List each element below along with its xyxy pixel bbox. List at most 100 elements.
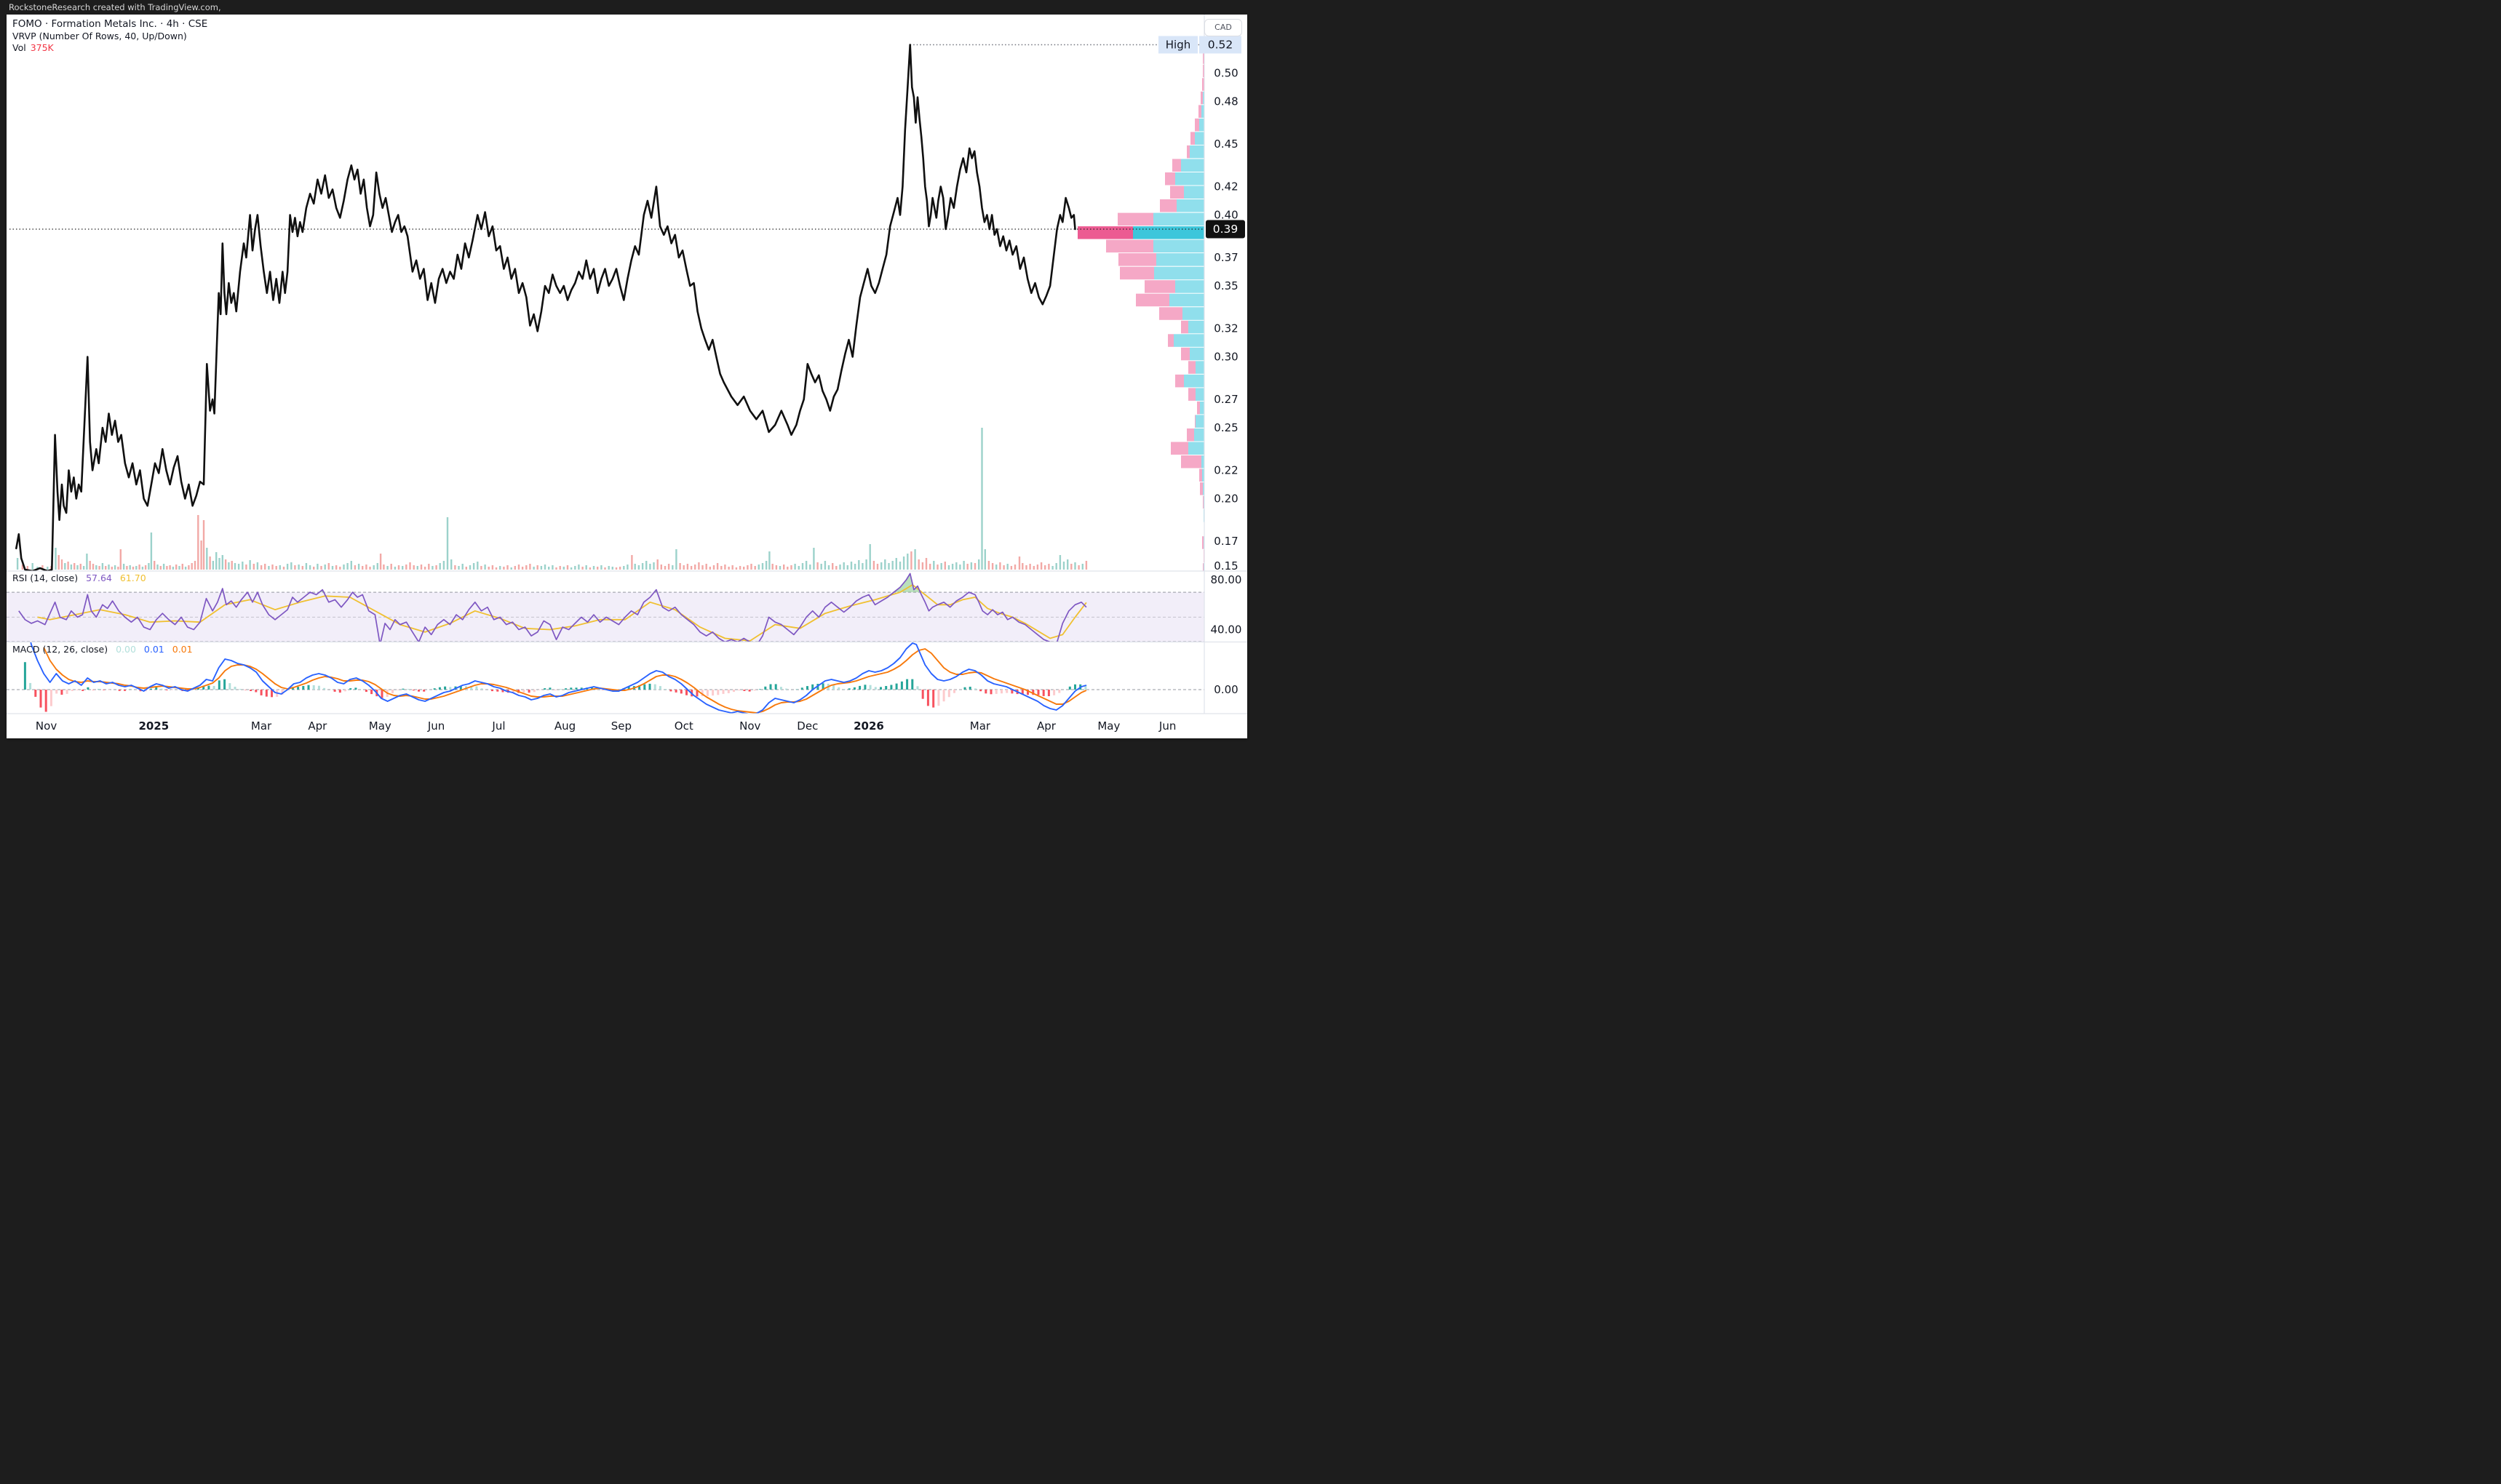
macd-histogram-bar (218, 680, 220, 690)
time-scale[interactable]: Nov 2025 Mar Apr May Jun Jul Aug Sep Oct Nov Dec 202… (36, 719, 1176, 733)
macd-title: MACD (12, 26, close) (12, 643, 108, 655)
macd-histogram-bar (423, 690, 426, 692)
volume-bar (955, 562, 958, 570)
profile-row-up (1153, 239, 1204, 253)
volume-value: 375K (30, 42, 54, 53)
profile-row-down (1198, 105, 1201, 118)
rsi-legend[interactable]: RSI (14, close) 57.64 61.70 (12, 573, 146, 583)
chart-canvas[interactable]: 0.52 0.50 0.48 0.45 0.42 0.40 0.37 0.35 0.32 0.30… (7, 15, 1247, 738)
volume-bar (510, 567, 512, 570)
time-tick-month: Jul (491, 719, 505, 733)
price-tick-label: 0.22 (1214, 464, 1238, 477)
volume-bar (574, 566, 576, 570)
volume-bar (221, 555, 223, 570)
macd-histogram-bar (260, 690, 263, 695)
volume-bar (191, 563, 193, 570)
volume-bar (402, 566, 404, 570)
volume-bar (798, 566, 800, 570)
macd-pane[interactable] (7, 617, 1204, 714)
volume-bar (1029, 564, 1031, 570)
macd-histogram-bar (418, 690, 420, 692)
volume-bar (664, 566, 667, 570)
macd-histogram-bar (806, 686, 808, 690)
macd-histogram-bar (774, 684, 777, 690)
volume-bar (750, 564, 752, 570)
macd-histogram-bar (916, 686, 919, 690)
profile-row-up (1184, 186, 1204, 199)
macd-value-macd: 0.01 (143, 643, 164, 655)
volume-bar (649, 564, 651, 570)
volume-bar (420, 565, 423, 570)
profile-row-down (1118, 212, 1153, 226)
macd-histogram-bar (822, 683, 824, 690)
macd-histogram-bar (370, 690, 373, 695)
volume-bar (1062, 562, 1065, 570)
macd-histogram-bar (271, 690, 273, 698)
volume-bar (57, 555, 60, 570)
profile-row-down (1165, 172, 1175, 186)
volume-bar (365, 565, 367, 570)
volume-bar (820, 564, 822, 570)
volume-bar (660, 565, 662, 570)
volume-bar (562, 567, 565, 570)
time-tick-month: Jun (1158, 719, 1176, 733)
macd-histogram-bar (533, 690, 536, 693)
profile-row-down (1136, 293, 1169, 307)
price-tick-label: 0.15 (1214, 559, 1238, 573)
macd-histogram-bar (1042, 690, 1045, 696)
profile-row-up-poc (1133, 226, 1204, 239)
profile-row-up (1188, 320, 1204, 334)
time-tick-month: Apr (308, 719, 327, 733)
volume-bar (525, 565, 528, 570)
macd-histogram-bar (349, 688, 352, 690)
volume-bar (1014, 565, 1017, 570)
profile-row-down (1197, 401, 1200, 415)
volume-bar (548, 567, 550, 570)
volume-bar (47, 567, 49, 570)
volume-bar (386, 566, 389, 570)
macd-histogram-bar (643, 684, 646, 690)
volume-bar (679, 563, 681, 570)
macd-histogram-bar (1058, 690, 1061, 693)
volume-bar (555, 567, 557, 570)
macd-tick-label: 0.00 (1214, 683, 1238, 696)
current-price-value: 0.39 (1213, 223, 1238, 236)
vrvp-indicator-label[interactable]: VRVP (Number Of Rows, 40, Up/Down) (12, 31, 187, 41)
volume-bar (206, 548, 208, 570)
volume-bar (135, 566, 138, 570)
volume-bar (178, 566, 180, 570)
macd-histogram-bar (302, 686, 305, 690)
macd-histogram-bar (202, 685, 205, 690)
macd-histogram-bar (969, 687, 971, 690)
price-tick-label: 0.35 (1214, 279, 1238, 292)
macd-histogram-bar (859, 685, 862, 690)
macd-histogram-bar (160, 688, 163, 690)
macd-histogram-bar (906, 679, 909, 690)
time-tick-month: Mar (970, 719, 991, 733)
macd-histogram-bar (1021, 690, 1024, 695)
volume-bar (850, 562, 853, 570)
profile-row-down-poc (1078, 226, 1133, 239)
rsi-polyline (18, 573, 1087, 642)
macd-histogram-bar (449, 687, 452, 690)
rsi-pane[interactable] (7, 573, 1204, 645)
macd-legend[interactable]: MACD (12, 26, close) 0.00 0.01 0.01 (12, 644, 193, 655)
volume-bar (215, 552, 218, 570)
volume-bar (286, 564, 289, 570)
volume-bar (876, 564, 879, 570)
macd-histogram-bar (1006, 690, 1009, 693)
profile-row-up (1154, 266, 1204, 280)
macd-histogram-bar (1068, 686, 1071, 690)
volume-bar (350, 561, 352, 570)
symbol-title[interactable]: FOMO · Formation Metals Inc. · 4h · CSE (12, 18, 208, 30)
volume-bar (701, 565, 704, 570)
profile-row-down (1181, 320, 1188, 334)
price-line-series[interactable] (15, 44, 1076, 572)
volume-bar (529, 564, 531, 570)
volume-legend[interactable]: Vol 375K (12, 42, 207, 54)
price-scale[interactable]: 0.52 0.50 0.48 0.45 0.42 0.40 0.37 0.35 0.32 0.30… (1211, 30, 1242, 696)
volume-bar (446, 517, 449, 570)
currency-toggle-button[interactable]: CAD (1204, 19, 1242, 36)
macd-histogram-bar (596, 688, 599, 690)
profile-row-down (1203, 64, 1204, 78)
